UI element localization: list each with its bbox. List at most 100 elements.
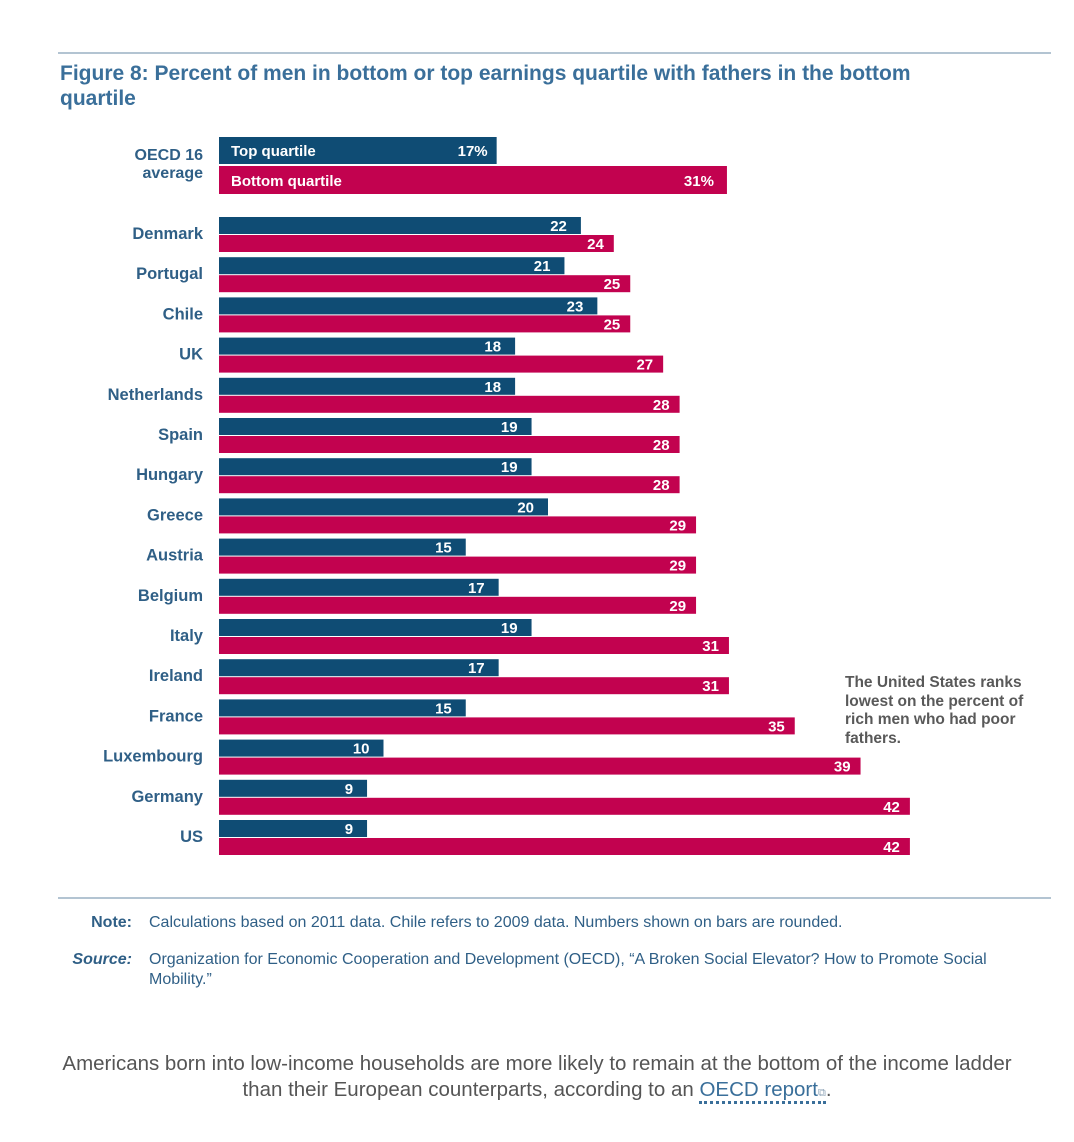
legend-top-quartile: Top quartile bbox=[231, 143, 316, 160]
bar-bottom-france bbox=[219, 717, 795, 735]
value-top-austria: 15 bbox=[435, 540, 452, 557]
value-top-us: 9 bbox=[345, 821, 353, 838]
value-top-portugal: 21 bbox=[534, 258, 551, 275]
bar-top-uk bbox=[219, 337, 516, 355]
bar-bottom-italy bbox=[219, 637, 729, 654]
value-top-ireland: 17 bbox=[468, 660, 485, 677]
bar-bottom-us bbox=[219, 838, 910, 855]
bar-top-portugal bbox=[219, 257, 565, 275]
category-label-italy: Italy bbox=[170, 627, 204, 645]
bar-bottom-netherlands bbox=[219, 395, 680, 413]
bar-top-chile bbox=[219, 297, 598, 315]
oecd-average-group: OECD 16 average Top quartile Bottom quar… bbox=[135, 137, 727, 194]
us-annotation: The United States ranks lowest on the pe… bbox=[845, 674, 1024, 747]
average-label-line1: OECD 16 bbox=[135, 147, 204, 164]
bar-top-denmark bbox=[219, 217, 581, 234]
value-top-chile: 23 bbox=[567, 298, 584, 315]
value-top-italy: 19 bbox=[501, 620, 518, 637]
bar-top-spain bbox=[219, 418, 532, 435]
category-label-luxembourg: Luxembourg bbox=[103, 748, 203, 766]
category-label-denmark: Denmark bbox=[132, 225, 203, 243]
bar-bottom-luxembourg bbox=[219, 757, 861, 775]
caption-text-end: . bbox=[825, 1078, 832, 1101]
oecd-report-link[interactable]: OECD report⧉ bbox=[699, 1078, 826, 1104]
bar-top-greece bbox=[219, 498, 548, 516]
note-text: Calculations based on 2011 data. Chile r… bbox=[149, 914, 843, 931]
note-label: Note: bbox=[91, 914, 132, 931]
source-text: Organization for Economic Cooperation an… bbox=[149, 951, 987, 988]
category-label-greece: Greece bbox=[147, 506, 203, 524]
bar-top-luxembourg bbox=[219, 739, 384, 757]
value-bottom-france: 35 bbox=[768, 718, 785, 735]
value-bottom-portugal: 25 bbox=[604, 276, 621, 293]
category-label-spain: Spain bbox=[158, 426, 203, 444]
average-label-line2: average bbox=[143, 165, 204, 182]
category-label-chile: Chile bbox=[163, 305, 203, 323]
bar-top-netherlands bbox=[219, 377, 516, 395]
category-label-germany: Germany bbox=[131, 788, 203, 806]
value-top-uk: 18 bbox=[484, 339, 501, 356]
value-bottom-chile: 25 bbox=[604, 316, 621, 333]
category-label-france: France bbox=[149, 707, 203, 725]
category-label-belgium: Belgium bbox=[138, 587, 203, 605]
value-top-hungary: 19 bbox=[501, 459, 518, 476]
value-bottom-belgium: 29 bbox=[669, 598, 686, 615]
value-bottom-netherlands: 28 bbox=[653, 397, 670, 414]
bar-top-italy bbox=[219, 619, 532, 636]
bar-bottom-denmark bbox=[219, 235, 614, 252]
average-top-bar bbox=[219, 137, 497, 164]
category-label-ireland: Ireland bbox=[149, 667, 203, 685]
category-label-us: US bbox=[180, 828, 203, 846]
external-link-icon: ⧉ bbox=[817, 1087, 826, 1099]
value-bottom-hungary: 28 bbox=[653, 477, 670, 494]
value-bottom-austria: 29 bbox=[669, 558, 686, 575]
value-bottom-denmark: 24 bbox=[587, 236, 604, 253]
bar-top-france bbox=[219, 699, 466, 717]
value-top-luxembourg: 10 bbox=[353, 741, 370, 758]
bottom-divider bbox=[58, 897, 1051, 899]
value-bottom-uk: 27 bbox=[636, 357, 653, 374]
caption: Americans born into low-income household… bbox=[40, 1051, 1034, 1106]
country-bars: Denmark 22 24 Portugal 21 25 Chile 23 25 UK 18 27 Ne… bbox=[103, 217, 910, 856]
bar-bottom-spain bbox=[219, 436, 680, 453]
bar-top-germany bbox=[219, 779, 368, 797]
bar-bottom-hungary bbox=[219, 476, 680, 494]
average-bottom-bar bbox=[219, 166, 727, 194]
value-top-germany: 9 bbox=[345, 781, 353, 798]
bar-top-hungary bbox=[219, 458, 532, 476]
source-label: Source: bbox=[72, 951, 132, 968]
bar-top-austria bbox=[219, 538, 466, 556]
value-bottom-spain: 28 bbox=[653, 437, 670, 454]
figure-title: Figure 8: Percent of men in bottom or to… bbox=[60, 62, 911, 110]
bar-chart: OECD 16 average Top quartile Bottom quar… bbox=[103, 137, 910, 856]
bar-bottom-germany bbox=[219, 797, 910, 815]
category-label-uk: UK bbox=[179, 346, 203, 364]
oecd-report-link-text: OECD report bbox=[699, 1078, 818, 1101]
value-top-spain: 19 bbox=[501, 419, 518, 436]
value-bottom-greece: 29 bbox=[669, 517, 686, 534]
average-top-value: 17% bbox=[458, 143, 488, 160]
average-bottom-value: 31% bbox=[684, 173, 714, 190]
bar-top-ireland bbox=[219, 659, 499, 677]
bar-bottom-uk bbox=[219, 355, 664, 373]
value-top-belgium: 17 bbox=[468, 580, 485, 597]
value-bottom-us: 42 bbox=[883, 839, 900, 856]
bar-bottom-greece bbox=[219, 516, 697, 534]
legend-bottom-quartile: Bottom quartile bbox=[231, 173, 342, 190]
bar-bottom-portugal bbox=[219, 275, 631, 293]
value-bottom-ireland: 31 bbox=[702, 678, 719, 695]
bar-top-belgium bbox=[219, 578, 499, 596]
value-bottom-italy: 31 bbox=[702, 638, 719, 655]
caption-text: Americans born into low-income household… bbox=[62, 1052, 1012, 1101]
value-top-france: 15 bbox=[435, 700, 452, 717]
value-bottom-germany: 42 bbox=[883, 799, 900, 816]
category-label-portugal: Portugal bbox=[136, 265, 203, 283]
bar-bottom-belgium bbox=[219, 596, 697, 614]
bar-bottom-austria bbox=[219, 556, 697, 574]
bar-bottom-chile bbox=[219, 315, 631, 333]
category-label-hungary: Hungary bbox=[136, 466, 204, 484]
value-top-netherlands: 18 bbox=[484, 379, 501, 396]
category-label-netherlands: Netherlands bbox=[108, 386, 203, 404]
value-bottom-luxembourg: 39 bbox=[834, 759, 851, 776]
bar-bottom-ireland bbox=[219, 677, 729, 695]
